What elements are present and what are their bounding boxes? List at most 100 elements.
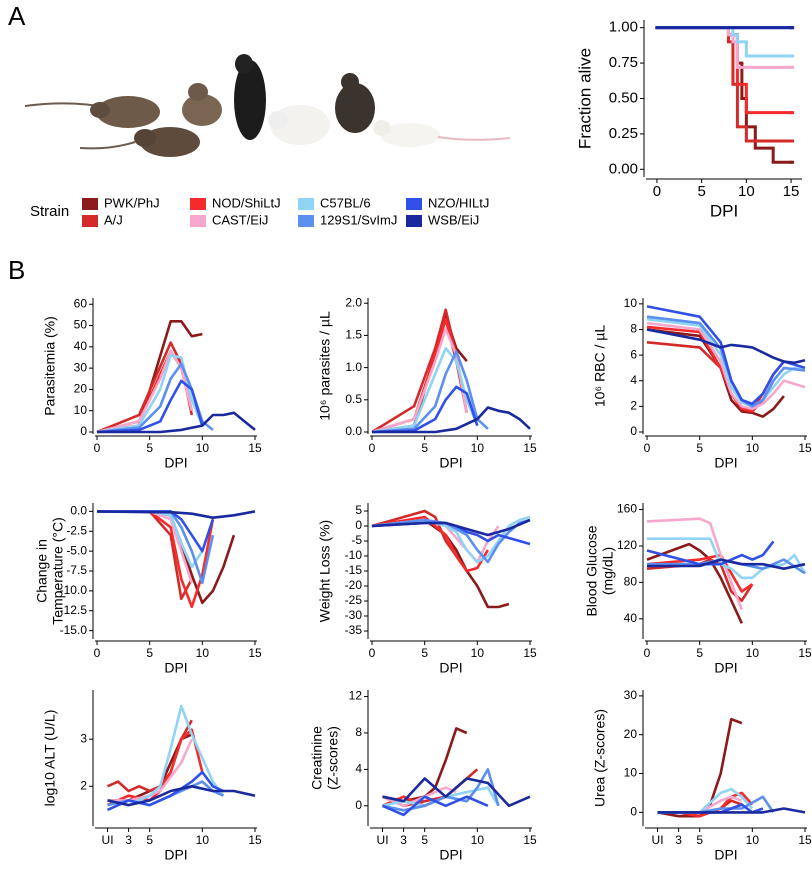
x-axis-title: DPI [164,455,187,471]
y-tick-label: 8 [355,725,362,739]
y-tick-label: -10 [345,548,363,562]
x-tick-label: 0 [644,646,651,660]
series-line [371,518,510,609]
x-tick-label: 15 [523,646,537,660]
y-tick-label: 20 [624,727,638,741]
legend-swatch [406,198,422,210]
x-tick-label: 3 [675,833,682,847]
panel-label: A [8,1,26,31]
y-tick-label: -5 [351,533,362,547]
x-tick-label: 0 [94,646,101,660]
series-line [97,510,215,585]
legend-swatch [82,215,98,227]
series-line [371,350,489,434]
mice-photo [24,54,511,157]
y-tick-label: 3 [80,731,87,745]
y-axis-title: 10⁶ parasites / µL [317,311,333,421]
x-tick-label: 0 [94,441,101,455]
y-tick-label: 0 [630,424,637,438]
series-line [372,406,531,434]
y-tick-label: 0 [630,805,637,819]
x-tick-label: 3 [125,833,132,847]
x-tick-label: 0 [369,646,376,660]
y-tick-label: 0.5 [345,392,362,406]
legend-swatch [190,198,206,210]
y-axis-title: log10 ALT (U/L) [42,710,58,807]
y-tick-label: -25 [345,593,363,607]
y-tick-label: 40 [624,611,638,625]
x-axis-title: DPI [164,847,187,863]
y-tick-label: 2 [630,399,637,413]
series-line [646,328,806,365]
series-line [382,768,500,812]
x-tick-label: 15 [248,646,262,660]
y-tick-label: 0 [355,518,362,532]
x-tick-label: UI [102,833,114,847]
legend-label: PWK/PhJ [104,195,160,210]
x-tick-label: UI [377,833,389,847]
x-tick-label: 0 [369,441,376,455]
x-tick-label: 5 [696,646,703,660]
x-tick-label: 10 [746,646,760,660]
x-axis-title: DPI [164,660,187,676]
y-tick-label: -15.0 [60,623,88,637]
y-tick-label: 0.25 [609,125,638,142]
y-tick-label: 5 [355,503,362,517]
series-line [371,327,469,434]
x-tick-label: 15 [783,183,800,200]
y-axis-title: Creatinine [309,726,325,790]
series-line [381,795,489,817]
y-tick-label: -7.5 [66,563,87,577]
y-tick-label: 2.0 [345,295,362,309]
y-tick-label: 10 [624,296,638,310]
y-axis-title: (mg/dL) [600,547,616,595]
y-tick-label: 10 [624,766,638,780]
y-tick-label: 0.00 [609,160,638,177]
x-tick-label: 15 [523,441,537,455]
y-tick-label: -5.0 [66,543,87,557]
x-tick-label: 15 [798,441,812,455]
x-tick-label: 5 [421,646,428,660]
y-axis-title: Change in [34,539,50,603]
x-axis-title: DPI [439,455,462,471]
series-line [657,717,743,818]
y-tick-label: -15 [345,563,363,577]
legend-label: C57BL/6 [320,195,371,210]
y-tick-label: 30 [624,688,638,702]
x-axis-title: DPI [714,660,737,676]
x-tick-label: 15 [798,646,812,660]
y-tick-label: 4 [355,762,362,776]
x-tick-label: 0 [644,441,651,455]
series-line [107,785,256,807]
x-tick-label: 10 [471,833,485,847]
y-tick-label: 0.0 [70,504,87,518]
x-tick-label: 5 [696,833,703,847]
y-tick-label: -10.0 [60,583,88,597]
series-line [96,510,256,519]
y-tick-label: 1.5 [345,328,362,342]
x-tick-label: UI [652,833,664,847]
x-tick-label: 0 [653,183,661,200]
series-line [96,379,204,434]
y-axis-title: Blood Glucose [584,525,600,616]
series-line [107,704,225,807]
x-tick-label: 15 [248,441,262,455]
y-tick-label: 0.0 [345,424,362,438]
x-tick-label: 5 [146,646,153,660]
x-tick-label: 5 [421,441,428,455]
x-axis-title: DPI [714,455,737,471]
x-tick-label: 5 [146,441,153,455]
y-tick-label: 10 [74,403,88,417]
y-tick-label: 20 [74,382,88,396]
y-axis-title: Urea (Z-scores) [592,709,608,807]
series-line [96,349,194,434]
y-tick-label: 0 [355,798,362,812]
y-tick-label: 0.75 [609,54,638,71]
legend-label: WSB/EiJ [428,212,479,227]
y-tick-label: -30 [345,608,363,622]
y-tick-label: 40 [74,339,88,353]
x-tick-label: 10 [738,183,755,200]
y-axis-title: (Z-scores) [325,726,341,790]
y-tick-label: 12 [349,689,363,703]
